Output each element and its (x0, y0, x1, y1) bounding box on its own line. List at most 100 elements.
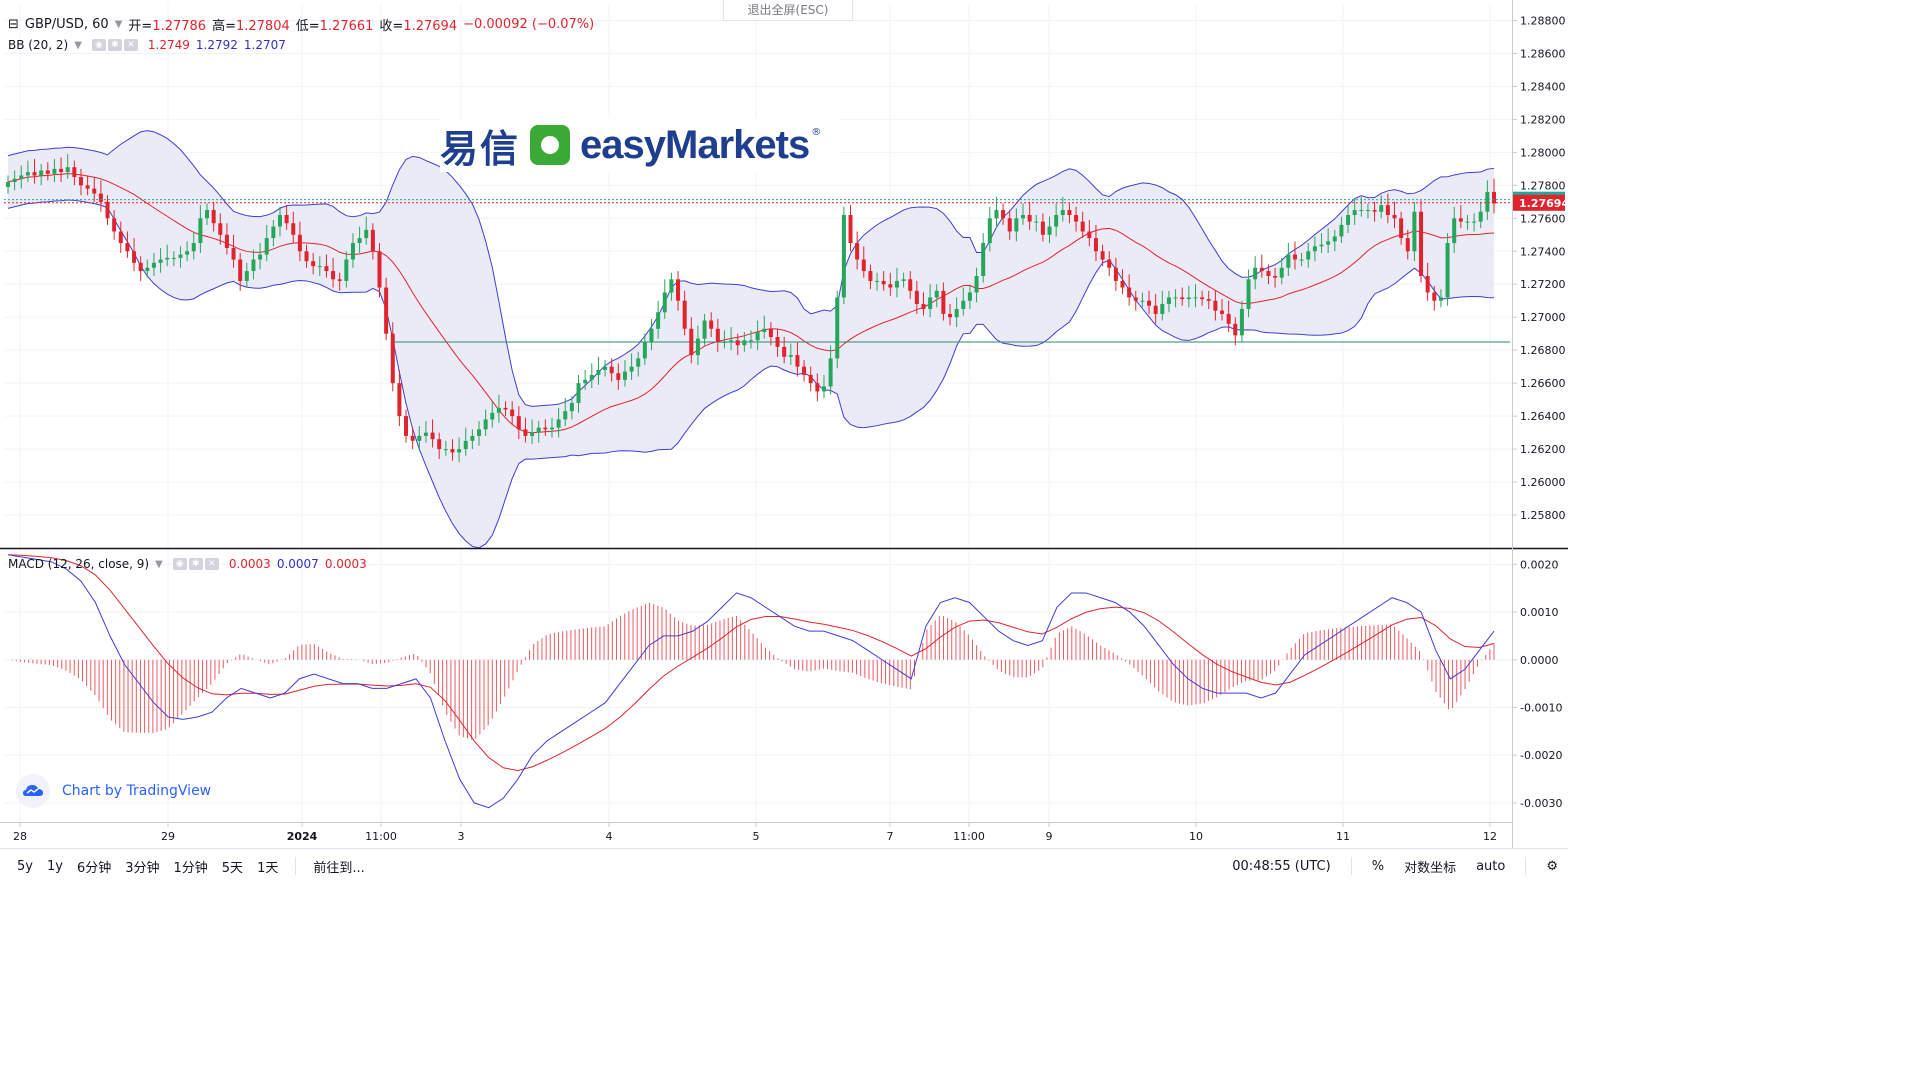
timeframe-1d[interactable]: 1天 (257, 860, 279, 876)
candle-body (815, 383, 820, 392)
candle-body (185, 251, 190, 255)
chevron-down-icon[interactable]: ▼ (114, 19, 123, 30)
candle-body (198, 218, 203, 244)
bottom-toolbar: 5y 1y 6分钟 3分钟 1分钟 5天 1天 前往到... 00:48:55 … (0, 848, 1568, 883)
candle-body (59, 168, 64, 173)
chevron-down-icon[interactable]: ▼ (155, 558, 163, 570)
candle-body (357, 238, 362, 244)
collapse-icon[interactable]: ⊟ (8, 17, 19, 32)
candle-body (364, 229, 369, 239)
candle-body (828, 358, 833, 387)
close-icon[interactable]: ✕ (204, 558, 219, 570)
timeframe-1m[interactable]: 1分钟 (173, 860, 208, 876)
low-label: 低= (295, 19, 320, 34)
timeframe-5d[interactable]: 5天 (221, 860, 244, 876)
candle-body (510, 409, 515, 417)
candle-body (709, 320, 714, 329)
candle-body (523, 429, 528, 436)
candle-body (1233, 323, 1238, 336)
macd-tick-label: -0.0030 (1520, 797, 1562, 810)
candle-body (1060, 210, 1065, 216)
percent-toggle[interactable]: % (1371, 858, 1385, 874)
candle-body (702, 320, 707, 339)
tradingview-brand[interactable]: Chart by TradingView (16, 774, 211, 808)
eye-icon[interactable]: ◉ (172, 558, 187, 570)
candle-body (78, 177, 83, 186)
goto-date-button[interactable]: 前往到... (313, 860, 365, 876)
candle-body (1365, 210, 1370, 212)
candle-body (1074, 215, 1079, 222)
candle-body (948, 313, 953, 318)
candle-body (530, 432, 535, 436)
log-scale-toggle[interactable]: 对数坐标 (1404, 860, 1457, 876)
candle-body (1352, 210, 1357, 216)
eye-icon[interactable]: ◉ (91, 39, 106, 51)
time-tick-label: 11:00 (365, 830, 397, 843)
gear-icon[interactable]: ✱ (188, 558, 203, 570)
candle-body (782, 346, 787, 357)
candle-body (1379, 205, 1384, 212)
chart-canvas[interactable]: 1.28800 1.28600 1.28400 1.28200 1.28000 1.278… (0, 0, 1568, 882)
gear-icon[interactable]: ⚙ (1546, 858, 1558, 874)
bb-name[interactable]: BB (20, 2) (8, 38, 69, 52)
time-tick-label: 2024 (287, 830, 318, 843)
auto-scale-toggle[interactable]: auto (1476, 858, 1506, 874)
candle-body (669, 279, 674, 293)
candle-body (496, 407, 501, 413)
candle-body (1054, 215, 1059, 227)
gear-icon[interactable]: ✱ (107, 39, 122, 51)
open-value: 1.27786 (152, 19, 207, 34)
timeframe-3m[interactable]: 3分钟 (125, 860, 160, 876)
timeframe-6m[interactable]: 6分钟 (76, 860, 112, 876)
candle-body (742, 340, 747, 346)
candle-body (39, 170, 44, 176)
candle-body (636, 358, 641, 367)
candle-body (1306, 251, 1311, 260)
time-tick-label: 11 (1336, 830, 1350, 843)
candle-body (5, 182, 11, 187)
macd-hist-value: 0.0003 (228, 557, 271, 571)
bollinger-lower-line (7, 199, 1495, 549)
candle-body (1326, 241, 1331, 245)
candle-body (72, 167, 77, 178)
candle-body (569, 402, 574, 412)
macd-tick-label: 0.0020 (1520, 558, 1559, 571)
macd-name[interactable]: MACD (12, 26, close, 9) (8, 557, 150, 571)
candle-body (470, 435, 475, 441)
candle-body (622, 371, 627, 380)
candle-body (324, 266, 329, 272)
timeframe-1y[interactable]: 1y (46, 858, 63, 874)
candle-body (1193, 297, 1198, 299)
exit-fullscreen-button[interactable]: 退出全屏(ESC) (723, 0, 853, 21)
candle-body (1279, 267, 1284, 278)
clock-text[interactable]: 00:48:55 (UTC) (1232, 858, 1331, 874)
candle-body (1392, 215, 1397, 219)
candle-body (370, 229, 375, 252)
easymarkets-logo: 易信 easyMarkets ® (440, 118, 840, 172)
close-icon[interactable]: ✕ (123, 39, 138, 51)
timeframe-5y[interactable]: 5y (17, 858, 33, 874)
candle-body (377, 251, 382, 288)
price-tick-label: 1.26400 (1520, 410, 1566, 423)
candle-body (1452, 218, 1457, 244)
time-tick-label: 12 (1483, 830, 1497, 843)
candle-body (855, 243, 860, 260)
candle-body (450, 449, 455, 453)
candle-body (1485, 191, 1490, 212)
candle-body (158, 259, 163, 263)
chevron-down-icon[interactable]: ▼ (74, 39, 82, 51)
candle-body (430, 432, 435, 440)
candle-body (1160, 304, 1165, 314)
change-value: −0.00092 (−0.07%) (463, 17, 595, 32)
candle-body (1445, 243, 1450, 298)
candle-body (934, 290, 939, 298)
symbol-label[interactable]: GBP/USD, 60 (24, 17, 109, 32)
candle-body (961, 300, 966, 309)
time-tick-label: 4 (606, 830, 613, 843)
candle-body (443, 449, 448, 451)
candle-body (32, 172, 37, 176)
candle-body (205, 210, 210, 219)
toolbar-divider (1525, 857, 1527, 875)
candle-body (1458, 218, 1463, 222)
candle-body (1372, 210, 1377, 212)
